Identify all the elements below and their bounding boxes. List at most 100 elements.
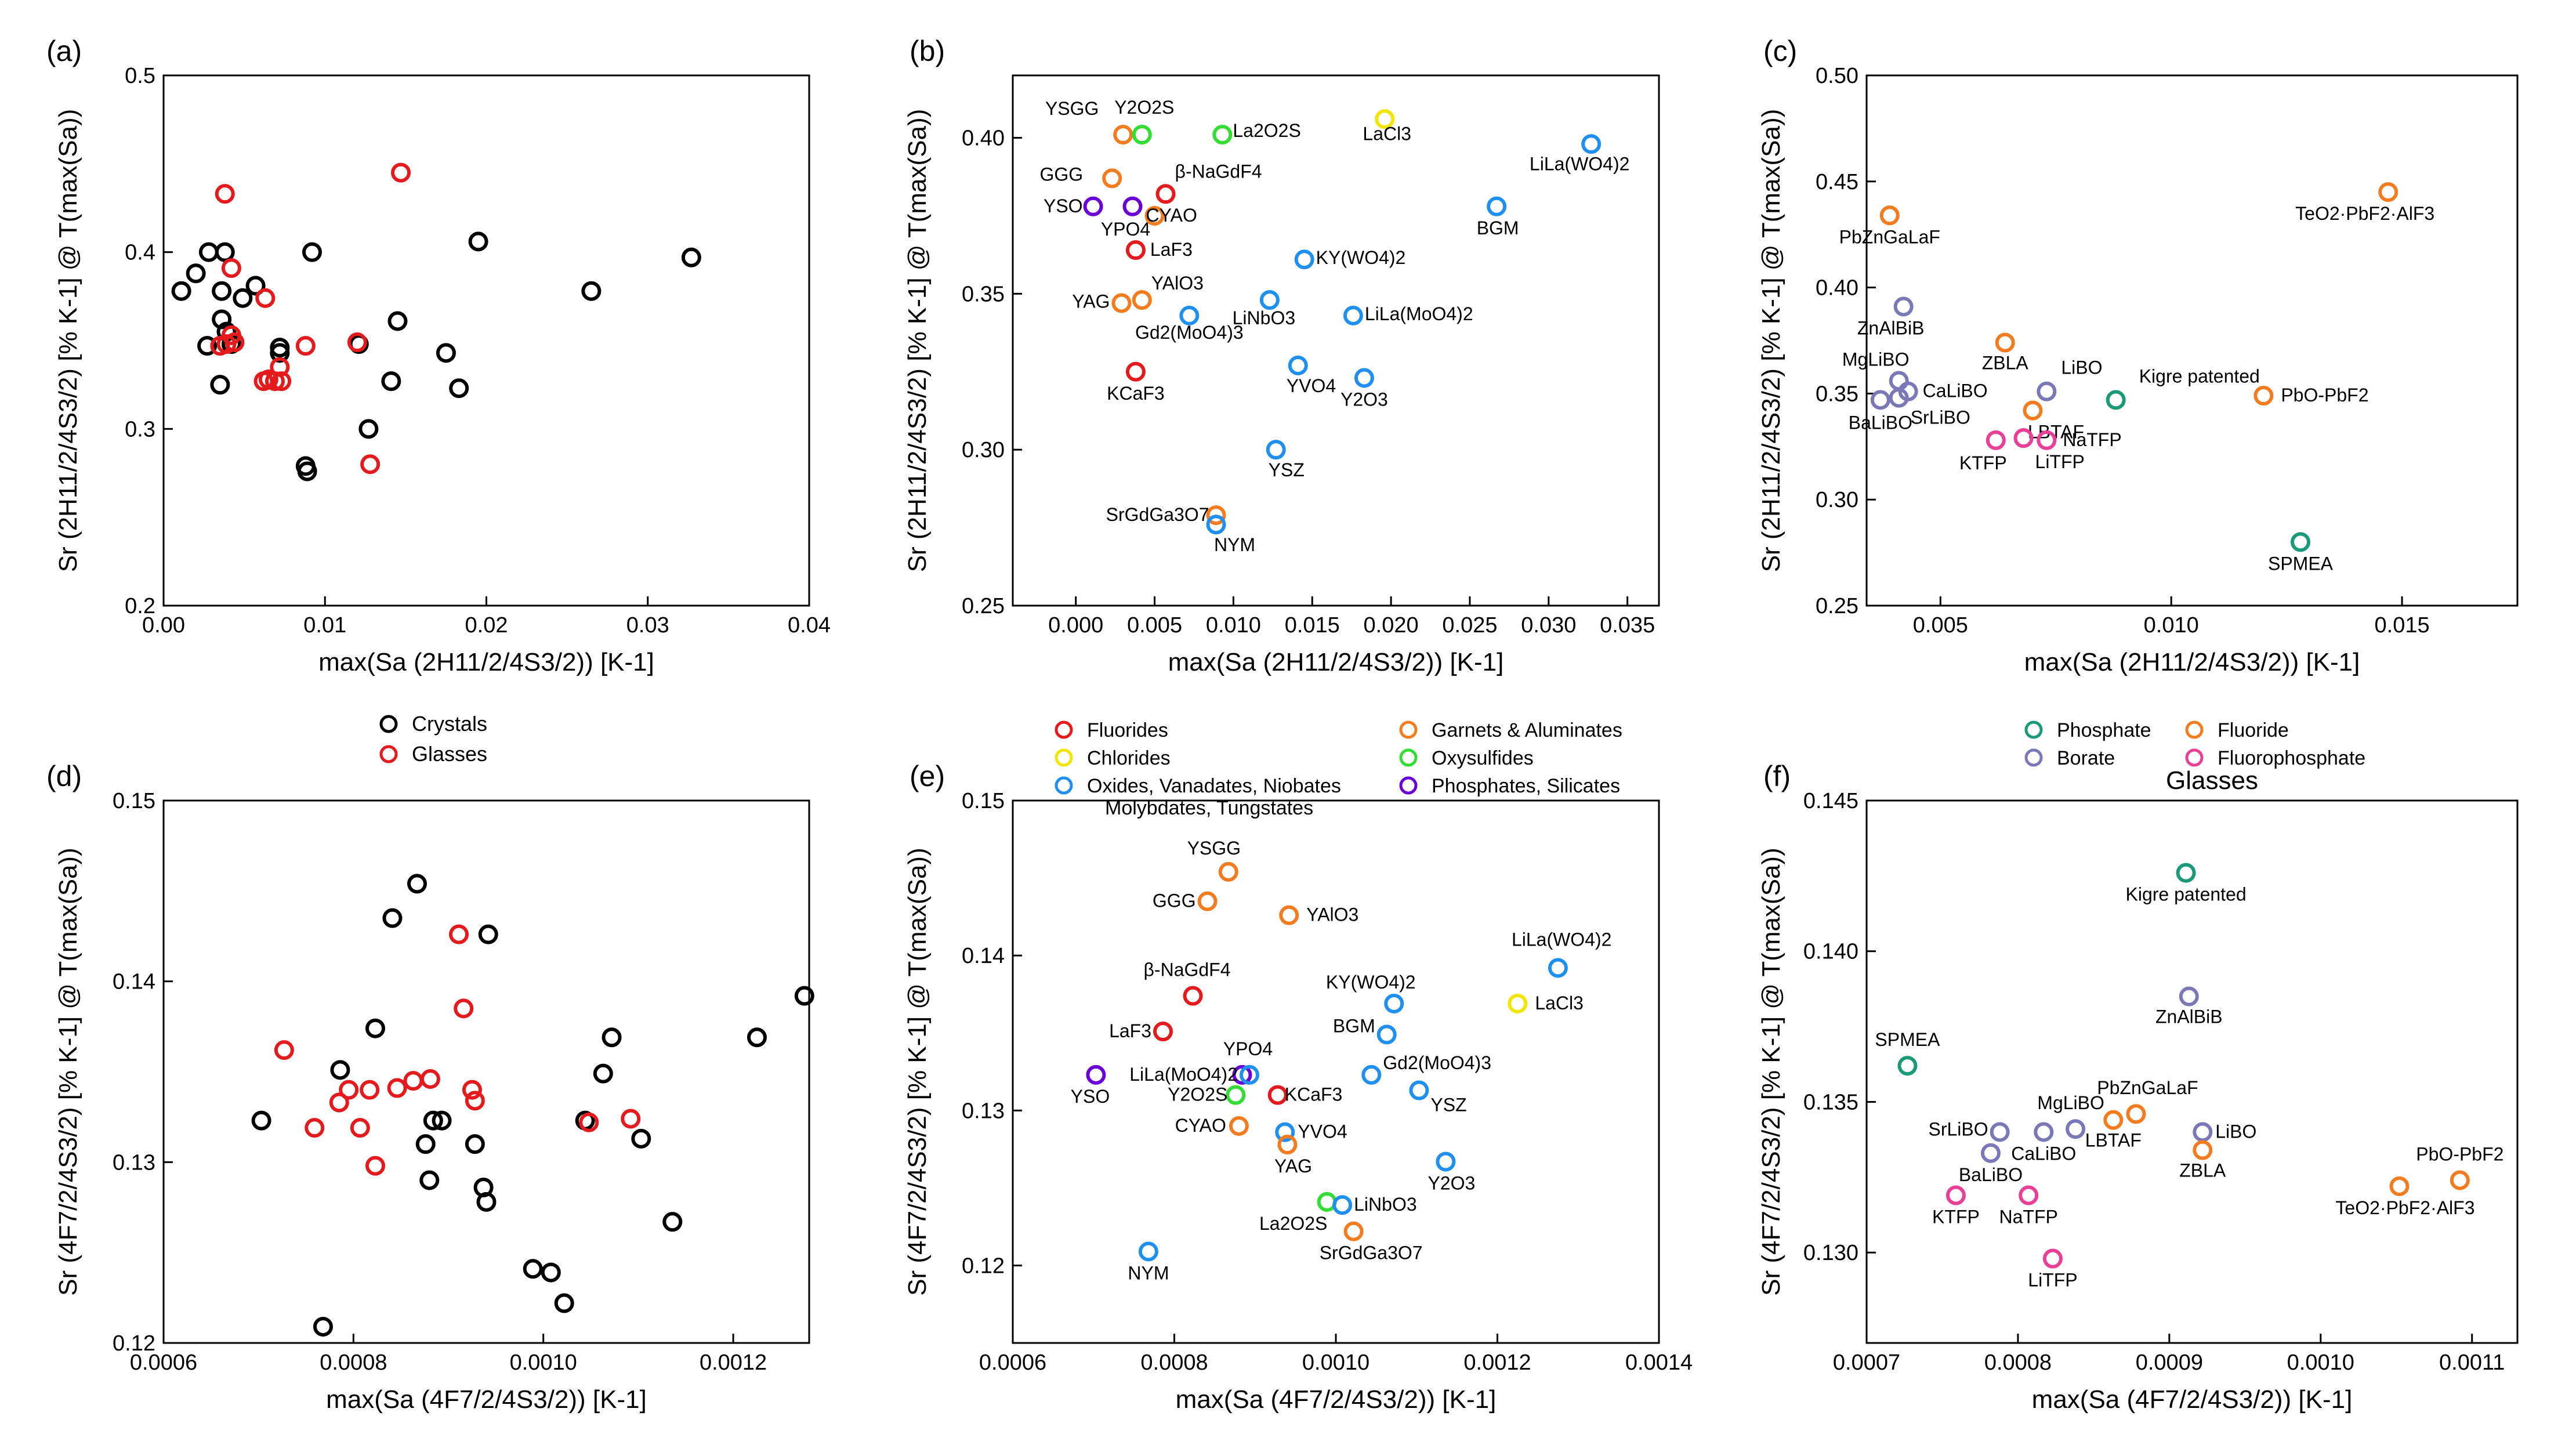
x-tick-label: 0.0008 — [1984, 1351, 2052, 1375]
point-YAG — [1277, 1135, 1298, 1155]
point-label: TeO2·PbF2·AlF3 — [2295, 203, 2434, 224]
point-Kigre patented — [2106, 390, 2126, 410]
point-label: Gd2(MoO4)3 — [1383, 1052, 1491, 1073]
panel-label: (d) — [46, 760, 82, 792]
point-KTFP — [1986, 430, 2006, 450]
point-label: LiTFP — [2028, 1270, 2077, 1291]
y-tick-label: 0.45 — [1816, 170, 1858, 194]
y-tick-label: 0.2 — [125, 594, 155, 618]
point-MgLiBO — [1889, 371, 1909, 391]
point-glasses — [449, 924, 469, 944]
point-crystals — [382, 908, 403, 928]
y-tick-label: 0.12 — [962, 1254, 1005, 1278]
x-tick-label: 0.0006 — [130, 1351, 197, 1375]
panel-c: (c) 0.005 0.010 0.015 0.25 0.30 0.35 0.40 0.45 0.… — [1757, 35, 2519, 676]
legend-marker — [2185, 720, 2204, 739]
y-tick-label: 0.25 — [962, 594, 1005, 618]
panel-e: (e) 0.0006 0.0008 0.0010 0.0012 0.0014 0.12 0.1… — [903, 760, 1693, 1414]
plot-frame — [1865, 74, 2519, 607]
point-label: PbZnGaLaF — [2097, 1077, 2198, 1098]
point-label: ZnAlBiB — [2155, 1006, 2223, 1027]
panel-label: (c) — [1763, 35, 1797, 67]
point-NaTFP — [2019, 1185, 2039, 1205]
point-label: LiNbO3 — [1233, 307, 1296, 328]
x-tick-label: 0.025 — [1442, 613, 1497, 638]
point-PbO-PbF2 — [2450, 1170, 2470, 1190]
point-YVO4 — [1275, 1122, 1295, 1142]
point-MgLiBO — [2066, 1119, 2086, 1139]
y-tick-label: 0.50 — [1816, 64, 1858, 88]
panel-d: (d) 0.0006 0.0008 0.0010 0.0012 0.12 0.13 0.14 0… — [46, 760, 814, 1414]
legend-label: Fluorophosphate — [2218, 747, 2365, 769]
legend-marker — [1055, 776, 1073, 795]
legend-marker — [1399, 748, 1418, 767]
legend-label: Molybdates, Tungstates — [1105, 797, 1313, 819]
point-LiBO — [2037, 381, 2057, 401]
point-label: LiLa(WO4)2 — [1530, 153, 1630, 174]
legend-label: Garnets & Aluminates — [1432, 719, 1622, 741]
point-LaCl3 — [1508, 993, 1528, 1013]
point-label: LaF3 — [1109, 1020, 1151, 1041]
point-KY(WO4)2 — [1384, 993, 1404, 1013]
point-glasses — [365, 1156, 385, 1176]
point-glasses — [391, 162, 411, 183]
legend-marker — [2185, 748, 2204, 767]
x-tick-label: 0.0008 — [1140, 1351, 1208, 1375]
x-axis-label: max(Sa (2H11/2/4S3/2)) [K-1] — [1168, 648, 1504, 676]
legend-label: Glasses — [412, 742, 487, 766]
point-PbZnGaLaF — [2126, 1104, 2146, 1124]
panel-a: (a) 0.00 0.01 0.02 0.03 0.04 0.2 0.3 0.4 0.5 max(S… — [46, 35, 831, 676]
x-tick-label: 0.0012 — [700, 1351, 767, 1375]
point-glasses — [221, 258, 241, 278]
point-LiNbO3 — [1259, 290, 1280, 310]
point-label: MgLiBO — [1842, 349, 1910, 370]
point-glasses — [387, 1078, 407, 1098]
point-crystals — [171, 281, 191, 301]
point-label: SPMEA — [1875, 1029, 1940, 1050]
point-Y2O3 — [1354, 368, 1374, 388]
x-axis-label: max(Sa (4F7/2/4S3/2)) [K-1] — [326, 1385, 647, 1414]
point-glasses — [274, 1040, 294, 1060]
point-glasses — [454, 998, 474, 1019]
legend-marker — [379, 745, 398, 763]
point-label: YAG — [1274, 1156, 1312, 1176]
point-glasses — [210, 336, 230, 356]
point-PbZnGaLaF — [1879, 205, 1900, 226]
y-axis-label: Sr (2H11/2/4S3/2) [% K-1] @ T(max(Sa)) — [54, 109, 82, 573]
point-BGM — [1376, 1024, 1397, 1045]
y-tick-label: 0.35 — [1816, 382, 1858, 406]
point-ZBLA — [2193, 1140, 2213, 1160]
point-label: YVO4 — [1298, 1121, 1347, 1142]
point-SrLiBO — [1990, 1122, 2010, 1142]
point-crystals — [419, 1170, 440, 1190]
x-tick-label: 0.0006 — [979, 1351, 1046, 1375]
y-tick-label: 0.140 — [1803, 940, 1858, 964]
point-label: LaCl3 — [1363, 123, 1411, 144]
y-axis-label: Sr (2H11/2/4S3/2) [% K-1] @ T(max(Sa)) — [903, 109, 932, 573]
point-label: YSGG — [1045, 98, 1099, 119]
point-label: Y2O3 — [1428, 1172, 1475, 1193]
point-label: SrLiBO — [1911, 407, 1970, 428]
point-label: YSO — [1071, 1086, 1110, 1107]
y-tick-label: 0.14 — [113, 970, 155, 994]
point-KCaF3 — [1267, 1085, 1288, 1105]
point-glasses — [271, 371, 292, 392]
plot-frame — [162, 799, 810, 1344]
legend-label: Phosphates, Silicates — [1432, 775, 1620, 797]
point-label: Y2O3 — [1340, 389, 1388, 410]
point-LiNbO3 — [1332, 1195, 1353, 1215]
legend-label: Oxides, Vanadates, Niobates — [1087, 775, 1341, 797]
point-ZBLA — [1995, 332, 2015, 353]
point-label: NaTFP — [2063, 429, 2121, 450]
y-tick-label: 0.130 — [1803, 1241, 1858, 1265]
point-crystals — [523, 1259, 543, 1279]
point-label: CYAO — [1175, 1115, 1226, 1136]
point-LaF3 — [1153, 1022, 1173, 1042]
x-tick-label: 0.010 — [1206, 613, 1261, 638]
point-label: CaLiBO — [1923, 381, 1988, 401]
point-CYAO — [1144, 205, 1165, 226]
point-glasses — [305, 1118, 325, 1138]
point-YSO — [1086, 1065, 1106, 1085]
point-label: KY(WO4)2 — [1316, 247, 1406, 268]
point-LiLa(WO4)2 — [1548, 958, 1568, 978]
